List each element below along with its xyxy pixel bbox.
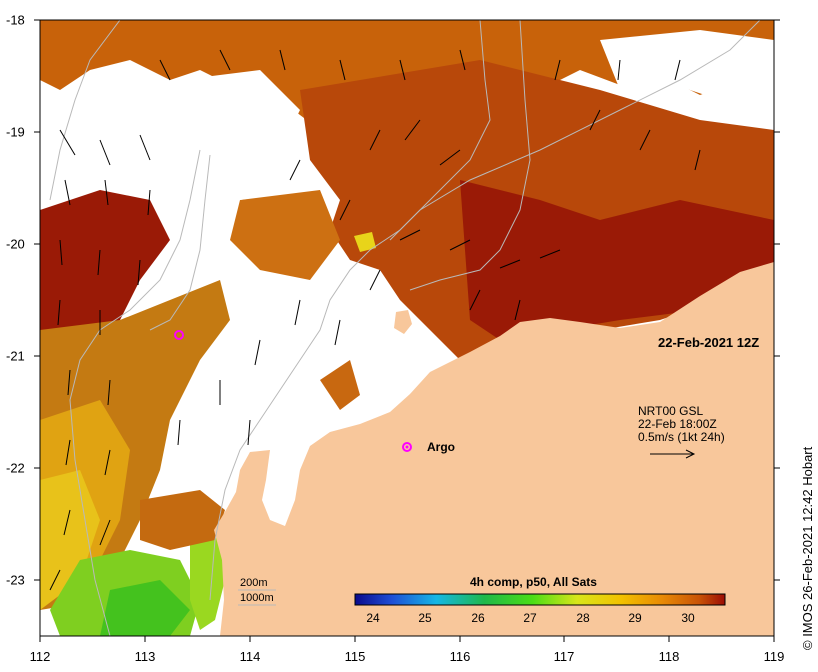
colorbar — [354, 593, 726, 606]
gsl-line: NRT00 GSL — [638, 404, 704, 418]
depth-1000-label: 1000m — [240, 592, 274, 604]
date-label: 22-Feb-2021 12Z — [658, 335, 760, 350]
bathymetry-contours — [49, 20, 761, 636]
colorbar-tick: 25 — [418, 611, 432, 625]
y-tick-label: -21 — [6, 348, 25, 364]
colorbar-tick: 24 — [366, 611, 380, 625]
x-tick-label: 116 — [449, 649, 471, 664]
depth-200-label: 200m — [240, 577, 268, 589]
credit-label: © IMOS 26-Feb-2021 12:42 Hobart — [800, 446, 815, 650]
colorbar-tick: 28 — [576, 611, 590, 625]
colorbar-tick: 26 — [471, 611, 485, 625]
current-vectors — [49, 49, 701, 591]
x-tick-label: 115 — [344, 649, 366, 664]
colorbar-tick: 29 — [628, 611, 642, 625]
y-tick-label: -23 — [6, 572, 25, 588]
scale-arrow — [650, 449, 696, 459]
x-tick-label: 119 — [763, 649, 785, 664]
gsl-line: 0.5m/s (1kt 24h) — [638, 430, 725, 444]
x-tick-label: 118 — [658, 649, 680, 664]
gsl-line: 22-Feb 18:00Z — [638, 417, 717, 431]
land — [214, 262, 774, 636]
axis-ticks — [34, 19, 780, 642]
y-tick-label: -19 — [6, 124, 25, 140]
offshore-island — [394, 310, 412, 334]
x-tick-label: 113 — [134, 649, 156, 664]
x-tick-label: 112 — [29, 649, 51, 664]
y-tick-label: -20 — [6, 236, 25, 252]
x-tick-label: 114 — [239, 649, 261, 664]
colorbar-tick: 30 — [681, 611, 695, 625]
plot-border — [39, 19, 775, 637]
argo-marker — [174, 330, 412, 452]
argo-label: Argo — [427, 440, 455, 454]
colorbar-tick: 27 — [523, 611, 537, 625]
x-tick-label: 117 — [553, 649, 575, 664]
colorbar-title: 4h comp, p50, All Sats — [470, 575, 597, 589]
y-tick-label: -18 — [6, 12, 25, 28]
current-source-label: NRT00 GSL 22-Feb 18:00Z 0.5m/s (1kt 24h) — [638, 405, 725, 444]
sst-field — [40, 20, 774, 636]
y-tick-label: -22 — [6, 460, 25, 476]
